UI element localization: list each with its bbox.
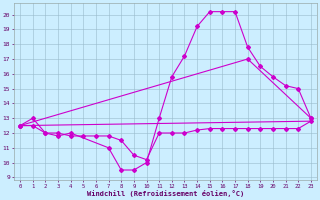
X-axis label: Windchill (Refroidissement éolien,°C): Windchill (Refroidissement éolien,°C) — [87, 190, 244, 197]
